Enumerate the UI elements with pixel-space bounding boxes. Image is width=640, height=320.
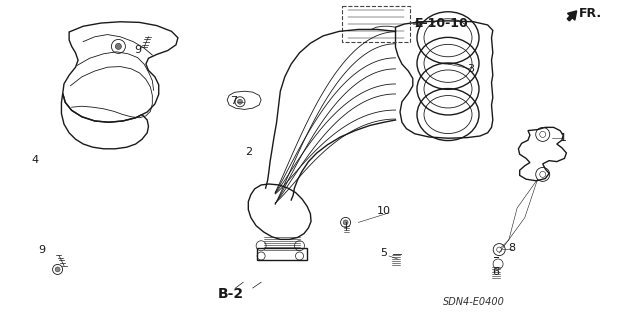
Text: 2: 2: [244, 147, 252, 157]
Text: 5: 5: [381, 248, 387, 258]
Bar: [257, 248, 307, 260]
Circle shape: [237, 99, 243, 104]
Text: B-2: B-2: [218, 287, 243, 301]
Text: 9: 9: [134, 44, 141, 55]
Circle shape: [343, 220, 348, 225]
Text: 1: 1: [560, 132, 566, 143]
Text: 4: 4: [31, 155, 39, 165]
Text: 7: 7: [230, 96, 237, 106]
Text: SDN4-E0400: SDN4-E0400: [443, 297, 504, 308]
Text: 10: 10: [377, 206, 391, 216]
Circle shape: [55, 267, 60, 272]
Text: 6: 6: [493, 267, 499, 277]
Bar: [342, 6, 410, 42]
Text: FR.: FR.: [579, 7, 602, 20]
Text: E-10-10: E-10-10: [415, 17, 468, 29]
Circle shape: [115, 44, 122, 49]
Text: 9: 9: [38, 244, 45, 255]
Text: 8: 8: [508, 243, 516, 253]
Text: 3: 3: [467, 64, 474, 74]
FancyArrow shape: [567, 11, 577, 21]
